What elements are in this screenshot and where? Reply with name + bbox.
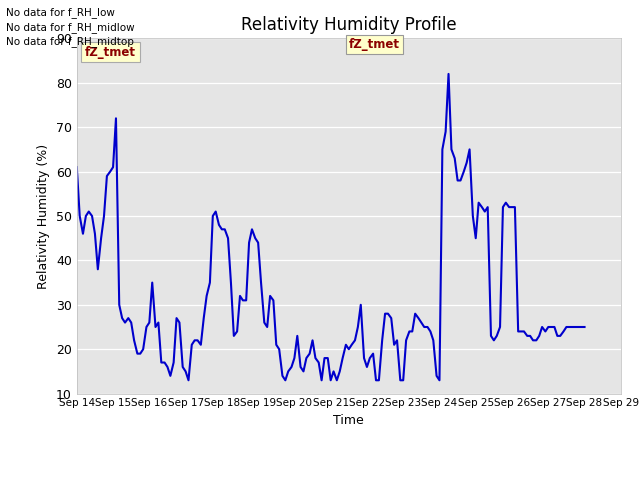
Text: No data for f_RH_low: No data for f_RH_low [6,7,115,18]
Text: No data for f_RH_midtop: No data for f_RH_midtop [6,36,134,47]
Text: fZ_tmet: fZ_tmet [85,46,136,59]
Title: Relativity Humidity Profile: Relativity Humidity Profile [241,16,456,34]
X-axis label: Time: Time [333,414,364,427]
Text: fZ_tmet: fZ_tmet [349,38,400,51]
Text: No data for f_RH_midlow: No data for f_RH_midlow [6,22,135,33]
Y-axis label: Relativity Humidity (%): Relativity Humidity (%) [37,144,51,288]
